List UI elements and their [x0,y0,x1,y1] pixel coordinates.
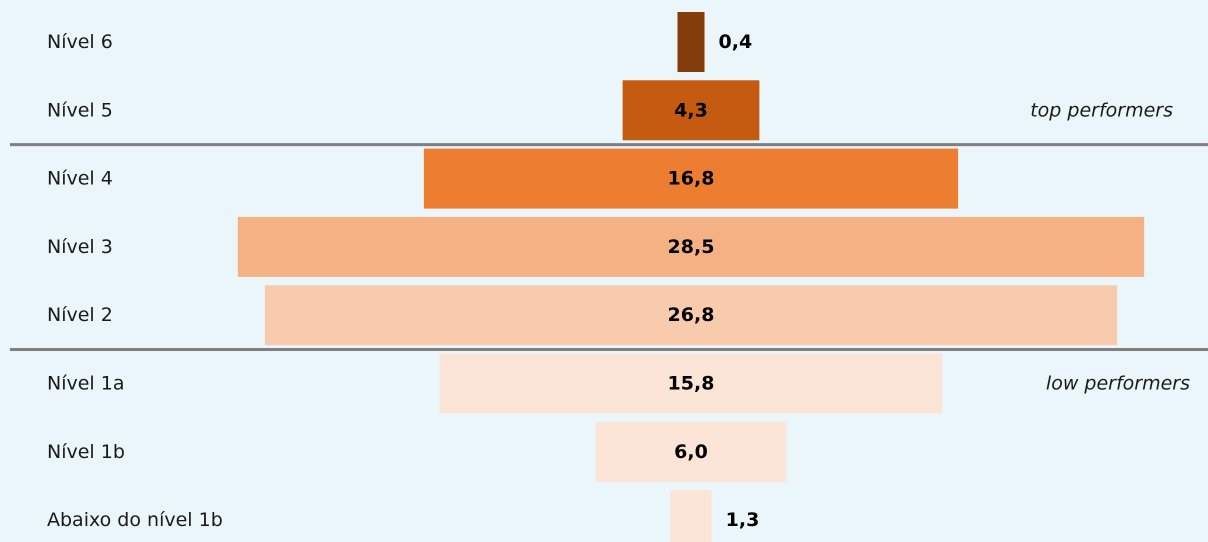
category-label: Nível 5 [47,99,113,121]
value-label: 15,8 [668,373,715,395]
value-label: 6,0 [674,441,708,463]
category-label: Nível 4 [47,168,113,190]
funnel-bar [622,80,760,141]
value-label: 1,3 [726,509,760,531]
category-label: Nível 1a [47,373,124,395]
top-performers-label: top performers [1030,99,1173,121]
category-label: Nível 6 [47,31,113,53]
value-label: 26,8 [668,304,715,326]
funnel-bar [677,12,705,72]
category-label: Abaixo do nível 1b [47,509,223,531]
low-performers-label: low performers [1046,373,1190,395]
value-label: 16,8 [668,168,715,190]
funnel-bar [237,216,1145,277]
value-label: 4,3 [674,99,708,121]
value-label: 28,5 [668,236,715,258]
funnel-bar [595,421,787,482]
funnel-bar [423,148,959,209]
category-label: Nível 1b [47,441,125,463]
category-label: Nível 2 [47,304,113,326]
funnel-bar [264,285,1118,346]
funnel-bar [439,353,943,414]
category-label: Nível 3 [47,236,113,258]
funnel-bar [670,490,712,542]
value-label: 0,4 [719,31,753,53]
